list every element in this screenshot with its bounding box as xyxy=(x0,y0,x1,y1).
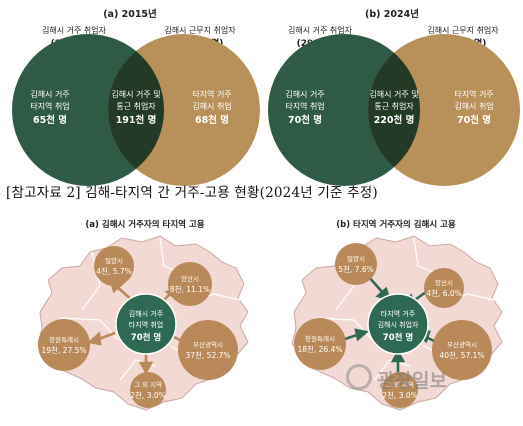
map-b-center-3: 70천 명 xyxy=(383,332,413,343)
map-b-inner-borders xyxy=(313,237,495,381)
map-b-yangsan-2: 4천, 6.0% xyxy=(426,288,462,298)
map-a-other-circle xyxy=(130,372,166,408)
map-b-yangsan-1: 양산시 xyxy=(435,278,453,287)
venn-2024-right-inner-2: 김해시 취업 xyxy=(454,101,493,111)
map-b-busan-circle xyxy=(432,320,492,380)
venn-2015-heading: (a) 2015년 xyxy=(103,8,157,20)
map-a-busan-2: 37천, 52.7% xyxy=(185,350,230,360)
map-b-other-1: 그 외 지역 xyxy=(386,380,414,389)
venn-2015-mid-3: 191천 명 xyxy=(116,114,157,126)
venn-2015-overlap xyxy=(108,34,164,186)
map-b-center-2: 김해시 취업자 xyxy=(378,320,419,329)
venn-2015-right-inner-1: 타지역 거주 xyxy=(192,89,231,99)
map-b-busan-1: 부산광역시 xyxy=(447,340,477,349)
map-b-center-circle xyxy=(367,293,429,355)
map-a-changwon-circle xyxy=(38,319,90,371)
venn-2024-mid-2: 통근 취업자 xyxy=(374,102,414,111)
map-a-busan-circle xyxy=(178,320,238,380)
map-a-busan-1: 부산광역시 xyxy=(193,340,223,349)
map-b-other-2: 2천, 3.0% xyxy=(382,390,418,400)
map-a-miryang-circle xyxy=(94,246,134,286)
map-a-yangsan-2: 8천, 11.1% xyxy=(170,284,210,294)
map-a-center-1: 김해시 거주 xyxy=(129,309,164,318)
watermark-text: 광장일보 xyxy=(377,370,447,392)
venn-2024-overlap xyxy=(368,34,420,186)
venn-2024-mid-1: 김해시 거주 및 xyxy=(369,89,418,99)
venn-2024-left-label: 김해시 거주 취업자 xyxy=(288,25,353,35)
venn-2024-left-inner-3: 70천 명 xyxy=(288,114,322,126)
watermark: 광장일보 xyxy=(353,366,447,393)
venn-2015-right-inner-3: 68천 명 xyxy=(195,114,229,126)
reference-title: [참고자료 2] 김해-타지역 간 거주-고용 현황(2024년 기준 추정) xyxy=(6,185,378,201)
map-b-changwon-circle xyxy=(294,318,346,370)
venn-2024-right-label: 김해시 근무지 취업자 xyxy=(427,25,499,35)
map-a-yangsan-circle xyxy=(168,262,212,306)
map-a-center-3: 70천 명 xyxy=(131,332,161,343)
map-b-busan-2: 40천, 57.1% xyxy=(439,350,484,360)
venn-2024-right-inner-3: 70천 명 xyxy=(457,114,491,126)
venn-2024-mid-3: 220천 명 xyxy=(374,114,415,126)
venn-2015-right-inner-2: 김해시 취업 xyxy=(192,101,231,111)
venn-2024-right-inner-1: 타지역 거주 xyxy=(454,89,493,99)
venn-2024-left-inner-2: 타지역 취업 xyxy=(285,101,324,111)
venn-2015-left-label: 김해시 거주 취업자 xyxy=(42,25,107,35)
map-a-miryang-1: 밀양시 xyxy=(105,257,123,265)
map-a-yangsan-1: 양산시 xyxy=(181,274,199,283)
map-b-changwon-1: 창원특례시 xyxy=(305,334,335,343)
map-b-other-circle xyxy=(382,372,418,408)
venn-2015-mid-2: 통근 취업자 xyxy=(116,102,156,111)
map-b-yangsan-circle xyxy=(424,268,464,308)
map-a-miryang-2: 4천, 5.7% xyxy=(96,266,132,276)
venn-2015-left-inner-3: 65천 명 xyxy=(33,114,67,126)
venn-2015-right-label: 김해시 근무지 취업자 xyxy=(164,25,236,35)
watermark-logo-icon xyxy=(346,364,372,390)
map-a-heading: (a) 김해시 거주자의 타지역 고용 xyxy=(85,219,204,230)
map-a-changwon-2: 19천, 27.5% xyxy=(41,345,86,355)
venn-2024: (b) 2024년 김해시 거주 취업자 (290천 명) 김해시 근무지 취업… xyxy=(268,8,520,186)
venn-2024-heading: (b) 2024년 xyxy=(365,8,419,20)
venn-2015-mid-1: 김해시 거주 및 xyxy=(111,89,160,99)
map-b-changwon-2: 18천, 26.4% xyxy=(297,344,342,354)
map-b: (b) 타지역 거주자의 김해시 고용 타지역 거주 김해시 취업자 70천 명… xyxy=(291,219,503,411)
map-a-other-2: 2천, 3.0% xyxy=(130,390,166,400)
venn-2024-left-inner-1: 김해시 거주 xyxy=(285,89,324,99)
venn-2015: (a) 2015년 김해시 거주 취업자 (256천 명) 김해시 근무지 취업… xyxy=(12,8,260,186)
map-a-center-2: 타지역 취업 xyxy=(129,320,163,329)
venn-2015-left-inner-2: 타지역 취업 xyxy=(30,101,69,111)
map-a-center-circle xyxy=(115,293,177,355)
map-b-miryang-1: 밀양시 xyxy=(347,255,365,263)
venn-2015-left-inner-1: 김해시 거주 xyxy=(30,89,69,99)
map-a-other-1: 그 외 지역 xyxy=(134,380,162,389)
map-b-miryang-circle xyxy=(335,243,377,285)
map-b-miryang-2: 5천, 7.6% xyxy=(338,264,374,274)
map-a-inner-borders xyxy=(59,237,241,381)
map-a-changwon-1: 창원특례시 xyxy=(49,335,79,344)
map-a: (a) 김해시 거주자의 타지역 고용 김해시 거주 타지역 취업 70천 명 … xyxy=(37,219,249,411)
map-b-heading: (b) 타지역 거주자의 김해시 고용 xyxy=(336,219,456,230)
map-b-center-1: 타지역 거주 xyxy=(381,309,416,318)
